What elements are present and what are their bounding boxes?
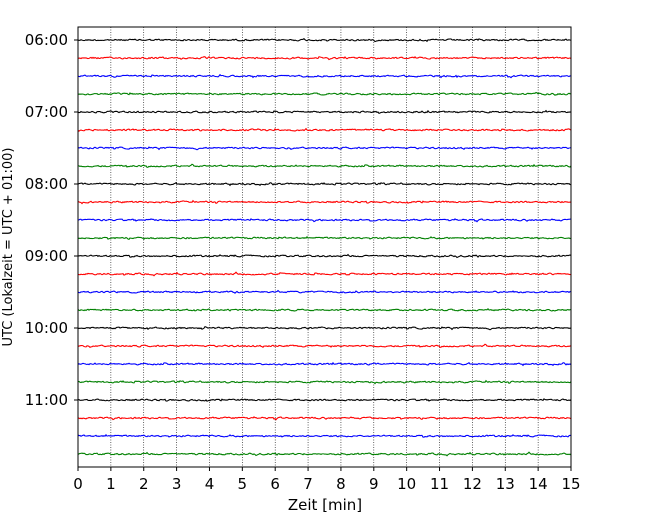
x-axis-label: Zeit [min]	[288, 496, 362, 514]
trace-line	[77, 55, 572, 61]
trace-line	[77, 416, 572, 421]
y-tick-label: 06:00	[25, 31, 68, 49]
x-tick-label: 12	[463, 475, 482, 493]
x-tick-label: 7	[303, 475, 313, 493]
trace-line	[77, 361, 572, 367]
traces	[77, 38, 572, 457]
x-tick-label: 4	[205, 475, 215, 493]
x-tick-label: 1	[106, 475, 116, 493]
x-tick-label: 6	[270, 475, 280, 493]
y-tick-label: 08:00	[25, 175, 68, 193]
y-tick-label: 09:00	[25, 247, 68, 265]
trace-line	[77, 109, 572, 114]
trace-line	[77, 218, 572, 223]
trace-line	[77, 398, 572, 402]
trace-line	[77, 182, 572, 187]
y-tick-label: 07:00	[25, 103, 68, 121]
trace-line	[77, 38, 572, 43]
trace-line	[77, 271, 572, 277]
trace-line	[77, 73, 572, 79]
trace-line	[77, 325, 572, 331]
trace-line	[77, 253, 572, 259]
y-tick-label: 10:00	[25, 319, 68, 337]
x-gridlines	[110, 27, 539, 467]
trace-line	[77, 343, 572, 348]
x-axis-ticks: 0 1 2 3 4 5 6 7 8 9 10 11 12 13 14 15	[73, 467, 581, 493]
trace-line	[77, 433, 572, 438]
trace-line	[77, 451, 572, 457]
x-tick-label: 11	[430, 475, 449, 493]
trace-line	[77, 146, 572, 151]
y-tick-label: 11:00	[25, 391, 68, 409]
trace-line	[77, 199, 572, 205]
trace-line	[77, 379, 572, 385]
x-tick-label: 9	[369, 475, 379, 493]
trace-line	[77, 91, 572, 96]
x-tick-label: 13	[496, 475, 515, 493]
trace-line	[77, 235, 572, 240]
x-tick-label: 10	[397, 475, 416, 493]
trace-line	[78, 163, 572, 168]
x-tick-label: 5	[238, 475, 248, 493]
y-axis-label: UTC (Lokalzeit = UTC + 01:00)	[1, 148, 16, 347]
y-axis-ticks: 06:00 07:00 08:00 09:00 10:00 11:00	[25, 31, 78, 409]
trace-line	[77, 307, 571, 312]
plot-frame	[77, 26, 572, 468]
x-tick-label: 15	[561, 475, 580, 493]
x-tick-label: 8	[336, 475, 346, 493]
x-tick-label: 0	[73, 475, 83, 493]
trace-line	[77, 127, 572, 132]
x-tick-label: 3	[172, 475, 182, 493]
x-tick-label: 2	[139, 475, 149, 493]
trace-line	[77, 289, 572, 294]
x-tick-label: 14	[529, 475, 548, 493]
